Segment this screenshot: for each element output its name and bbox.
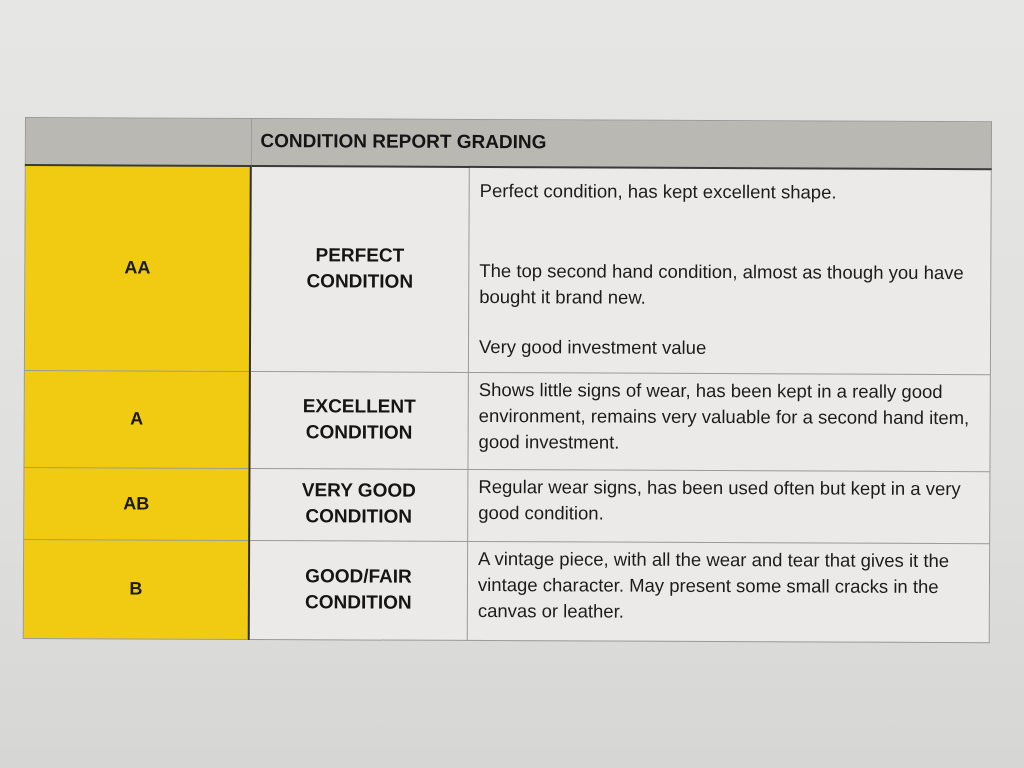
condition-cell: EXCELLENT CONDITION (249, 370, 469, 469)
description-text: Shows little signs of wear, has been kep… (478, 378, 970, 453)
table-row: AA PERFECT CONDITION Perfect condition, h… (24, 165, 992, 375)
condition-cell: GOOD/FAIR CONDITION (248, 539, 468, 640)
description-text: Very good investment value (478, 335, 707, 358)
table-row: AB VERY GOOD CONDITION Regular wear signs… (23, 466, 990, 544)
condition-label: CONDITION (305, 591, 412, 614)
description-text: A vintage piece, with all the wear and t… (477, 547, 950, 622)
description-text: Perfect condition, has kept excellent sh… (479, 179, 837, 203)
table-row: B GOOD/FAIR CONDITION A vintage piece, wi… (23, 538, 990, 643)
description-cell: Perfect condition, has kept excellent sh… (468, 166, 992, 375)
condition-label: PERFECT (315, 245, 405, 267)
condition-label: VERY GOOD (301, 480, 416, 502)
grade-cell: AA (24, 165, 251, 371)
description-cell: Shows little signs of wear, has been kep… (467, 371, 991, 472)
condition-cell: PERFECT CONDITION (249, 165, 470, 372)
condition-label: CONDITION (306, 270, 414, 293)
description-cell: A vintage piece, with all the wear and t… (467, 540, 990, 643)
grade-cell: A (23, 369, 250, 468)
table-header: CONDITION REPORT GRADING (25, 117, 992, 170)
condition-cell: VERY GOOD CONDITION (249, 467, 468, 541)
condition-label: GOOD/FAIR (305, 565, 412, 588)
grade-cell: AB (23, 466, 250, 540)
header-blank-cell (25, 117, 251, 166)
description-text: The top second hand condition, almost as… (479, 259, 964, 308)
condition-grading-table: CONDITION REPORT GRADING AA PERFECT CONDI… (23, 117, 992, 643)
condition-label: CONDITION (305, 421, 413, 444)
table-title: CONDITION REPORT GRADING (250, 118, 992, 170)
condition-label: CONDITION (305, 506, 413, 528)
table-row: A EXCELLENT CONDITION Shows little signs … (23, 369, 991, 472)
description-cell: Regular wear signs, has been used often … (467, 468, 990, 544)
condition-label: EXCELLENT (302, 395, 416, 418)
grade-cell: B (23, 538, 250, 639)
description-text: Regular wear signs, has been used often … (478, 475, 961, 524)
